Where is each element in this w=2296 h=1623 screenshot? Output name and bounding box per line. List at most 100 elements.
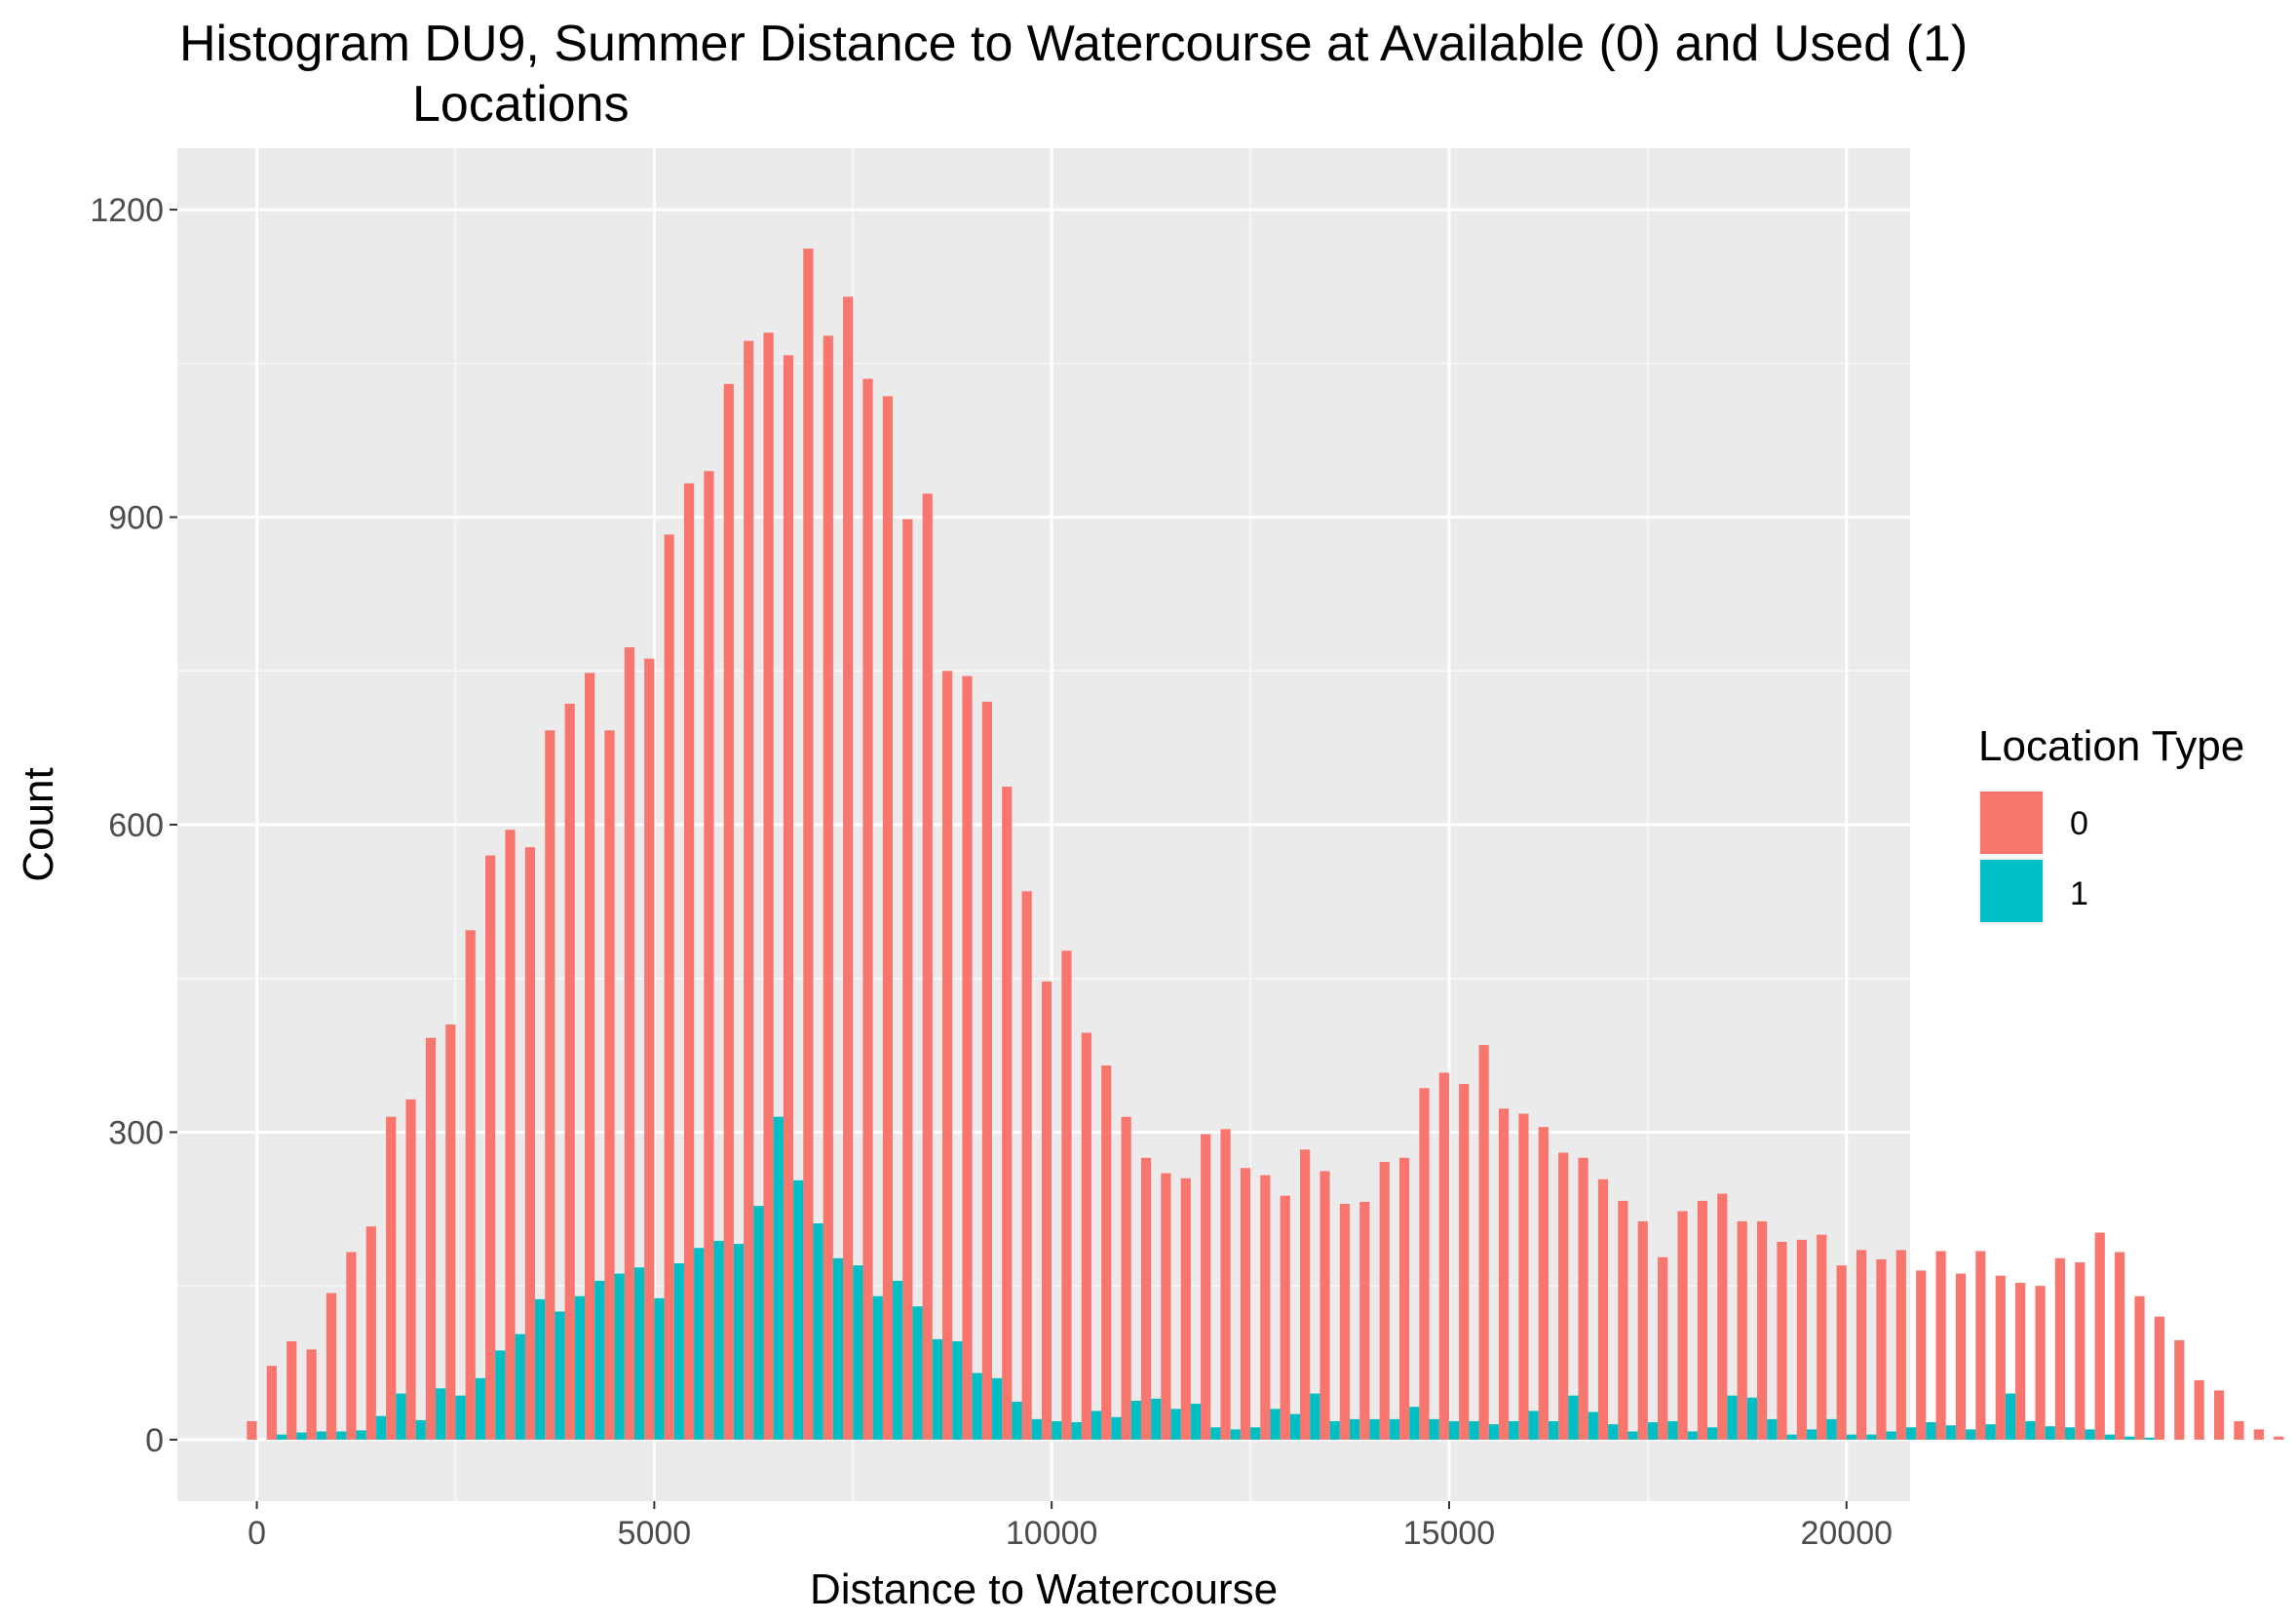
- bar-series-1: [893, 1280, 903, 1440]
- bar-series-1: [853, 1265, 863, 1440]
- bar-series-1: [1548, 1420, 1559, 1440]
- bar-series-1: [1588, 1411, 1598, 1440]
- bar-series-1: [694, 1248, 705, 1440]
- bar-series-1: [1329, 1420, 1340, 1440]
- bar-series-1: [1230, 1429, 1241, 1440]
- bar-series-0: [843, 296, 854, 1440]
- bar-series-0: [1895, 1250, 1906, 1440]
- bar-series-1: [276, 1434, 287, 1440]
- bar-series-0: [1518, 1113, 1529, 1440]
- bar-series-1: [1130, 1400, 1141, 1440]
- bar-series-1: [594, 1280, 605, 1440]
- bar-series-0: [465, 930, 476, 1440]
- bar-series-1: [2144, 1437, 2155, 1440]
- x-tick-label: 5000: [618, 1515, 692, 1552]
- bar-series-0: [1935, 1251, 1946, 1440]
- bar-series-0: [1777, 1241, 1787, 1440]
- bar-series-0: [1836, 1265, 1847, 1440]
- bar-series-1: [1170, 1409, 1181, 1440]
- bar-series-0: [405, 1099, 416, 1440]
- x-tick-label: 10000: [1006, 1515, 1098, 1552]
- bar-series-0: [1220, 1129, 1231, 1440]
- bar-series-0: [386, 1116, 397, 1440]
- bar-series-0: [1419, 1088, 1430, 1440]
- bar-series-1: [2025, 1420, 2036, 1440]
- y-tick-label: 900: [108, 500, 164, 537]
- bar-series-0: [1280, 1195, 1290, 1440]
- bar-series-1: [515, 1333, 525, 1440]
- bar-series-0: [1876, 1258, 1887, 1440]
- bar-series-1: [733, 1244, 745, 1440]
- bar-series-1: [1608, 1424, 1619, 1440]
- bar-series-1: [991, 1377, 1003, 1440]
- bar-series-0: [1597, 1179, 1609, 1440]
- bar-series-1: [535, 1298, 546, 1440]
- bar-series-1: [1767, 1418, 1778, 1440]
- bar-series-0: [1161, 1173, 1171, 1440]
- bar-series-1: [1369, 1418, 1380, 1440]
- y-tick-label: 600: [108, 807, 164, 844]
- bar-series-0: [485, 855, 496, 1440]
- bar-series-1: [912, 1306, 923, 1440]
- bar-series-0: [325, 1293, 337, 1440]
- bar-series-1: [1746, 1397, 1757, 1440]
- x-tick-label: 20000: [1800, 1515, 1893, 1552]
- bar-series-0: [1756, 1220, 1768, 1440]
- bar-series-0: [1677, 1211, 1688, 1440]
- bar-series-1: [1945, 1425, 1956, 1440]
- bar-series-1: [1250, 1427, 1261, 1440]
- bar-series-0: [2075, 1261, 2086, 1440]
- bar-series-1: [396, 1393, 406, 1440]
- bar-series-1: [1210, 1427, 1221, 1440]
- bar-series-0: [1955, 1273, 1967, 1440]
- bar-series-1: [932, 1338, 943, 1440]
- bar-series-0: [1637, 1220, 1648, 1440]
- legend-swatch-0: [1980, 792, 2043, 854]
- chart-title-line-2: Locations: [412, 76, 630, 133]
- bar-series-1: [872, 1295, 883, 1440]
- x-tick-label: 15000: [1403, 1515, 1496, 1552]
- x-tick-label: 0: [248, 1515, 266, 1552]
- bar-series-0: [247, 1420, 257, 1440]
- bar-series-0: [763, 332, 774, 1440]
- bar-series-1: [614, 1273, 625, 1440]
- bar-series-0: [545, 730, 555, 1440]
- bar-series-1: [574, 1295, 585, 1440]
- bar-series-0: [1717, 1193, 1728, 1440]
- legend-swatch-1: [1980, 860, 2043, 922]
- bar-series-1: [1270, 1409, 1281, 1440]
- bar-series-0: [1438, 1072, 1449, 1440]
- bar-series-0: [1578, 1157, 1588, 1440]
- bar-series-0: [922, 493, 933, 1440]
- bar-series-0: [2115, 1252, 2125, 1440]
- bars-layer: [247, 249, 2284, 1440]
- y-tick-label: 1200: [90, 192, 164, 229]
- bar-series-0: [1300, 1149, 1311, 1440]
- bar-series-1: [1190, 1404, 1202, 1440]
- bar-series-1: [654, 1297, 665, 1440]
- bar-series-0: [1538, 1127, 1549, 1440]
- bar-series-1: [375, 1415, 387, 1440]
- bar-series-1: [1727, 1395, 1738, 1440]
- bar-series-1: [713, 1240, 724, 1440]
- bar-series-0: [882, 396, 894, 1440]
- bar-series-1: [1627, 1431, 1638, 1440]
- chart-title-line-1: Histogram DU9, Summer Distance to Waterc…: [179, 16, 1968, 72]
- bar-series-0: [683, 483, 695, 1440]
- bar-series-0: [425, 1037, 437, 1440]
- bar-series-1: [1806, 1429, 1818, 1440]
- bar-series-0: [981, 701, 992, 1440]
- bar-series-0: [306, 1349, 317, 1440]
- bar-series-0: [584, 673, 595, 1440]
- bar-series-1: [1469, 1420, 1479, 1440]
- bar-series-1: [972, 1372, 982, 1440]
- bar-series-1: [1151, 1398, 1162, 1440]
- axis-ticks: [170, 209, 1848, 1509]
- bar-series-1: [1488, 1424, 1499, 1440]
- bar-series-1: [495, 1350, 506, 1440]
- bar-series-0: [564, 703, 575, 1440]
- bar-series-0: [1121, 1116, 1131, 1440]
- axis-tick-labels: 0 5000 10000 15000 20000 0 300 600 900 1200: [90, 192, 1893, 1552]
- bar-series-1: [455, 1395, 466, 1440]
